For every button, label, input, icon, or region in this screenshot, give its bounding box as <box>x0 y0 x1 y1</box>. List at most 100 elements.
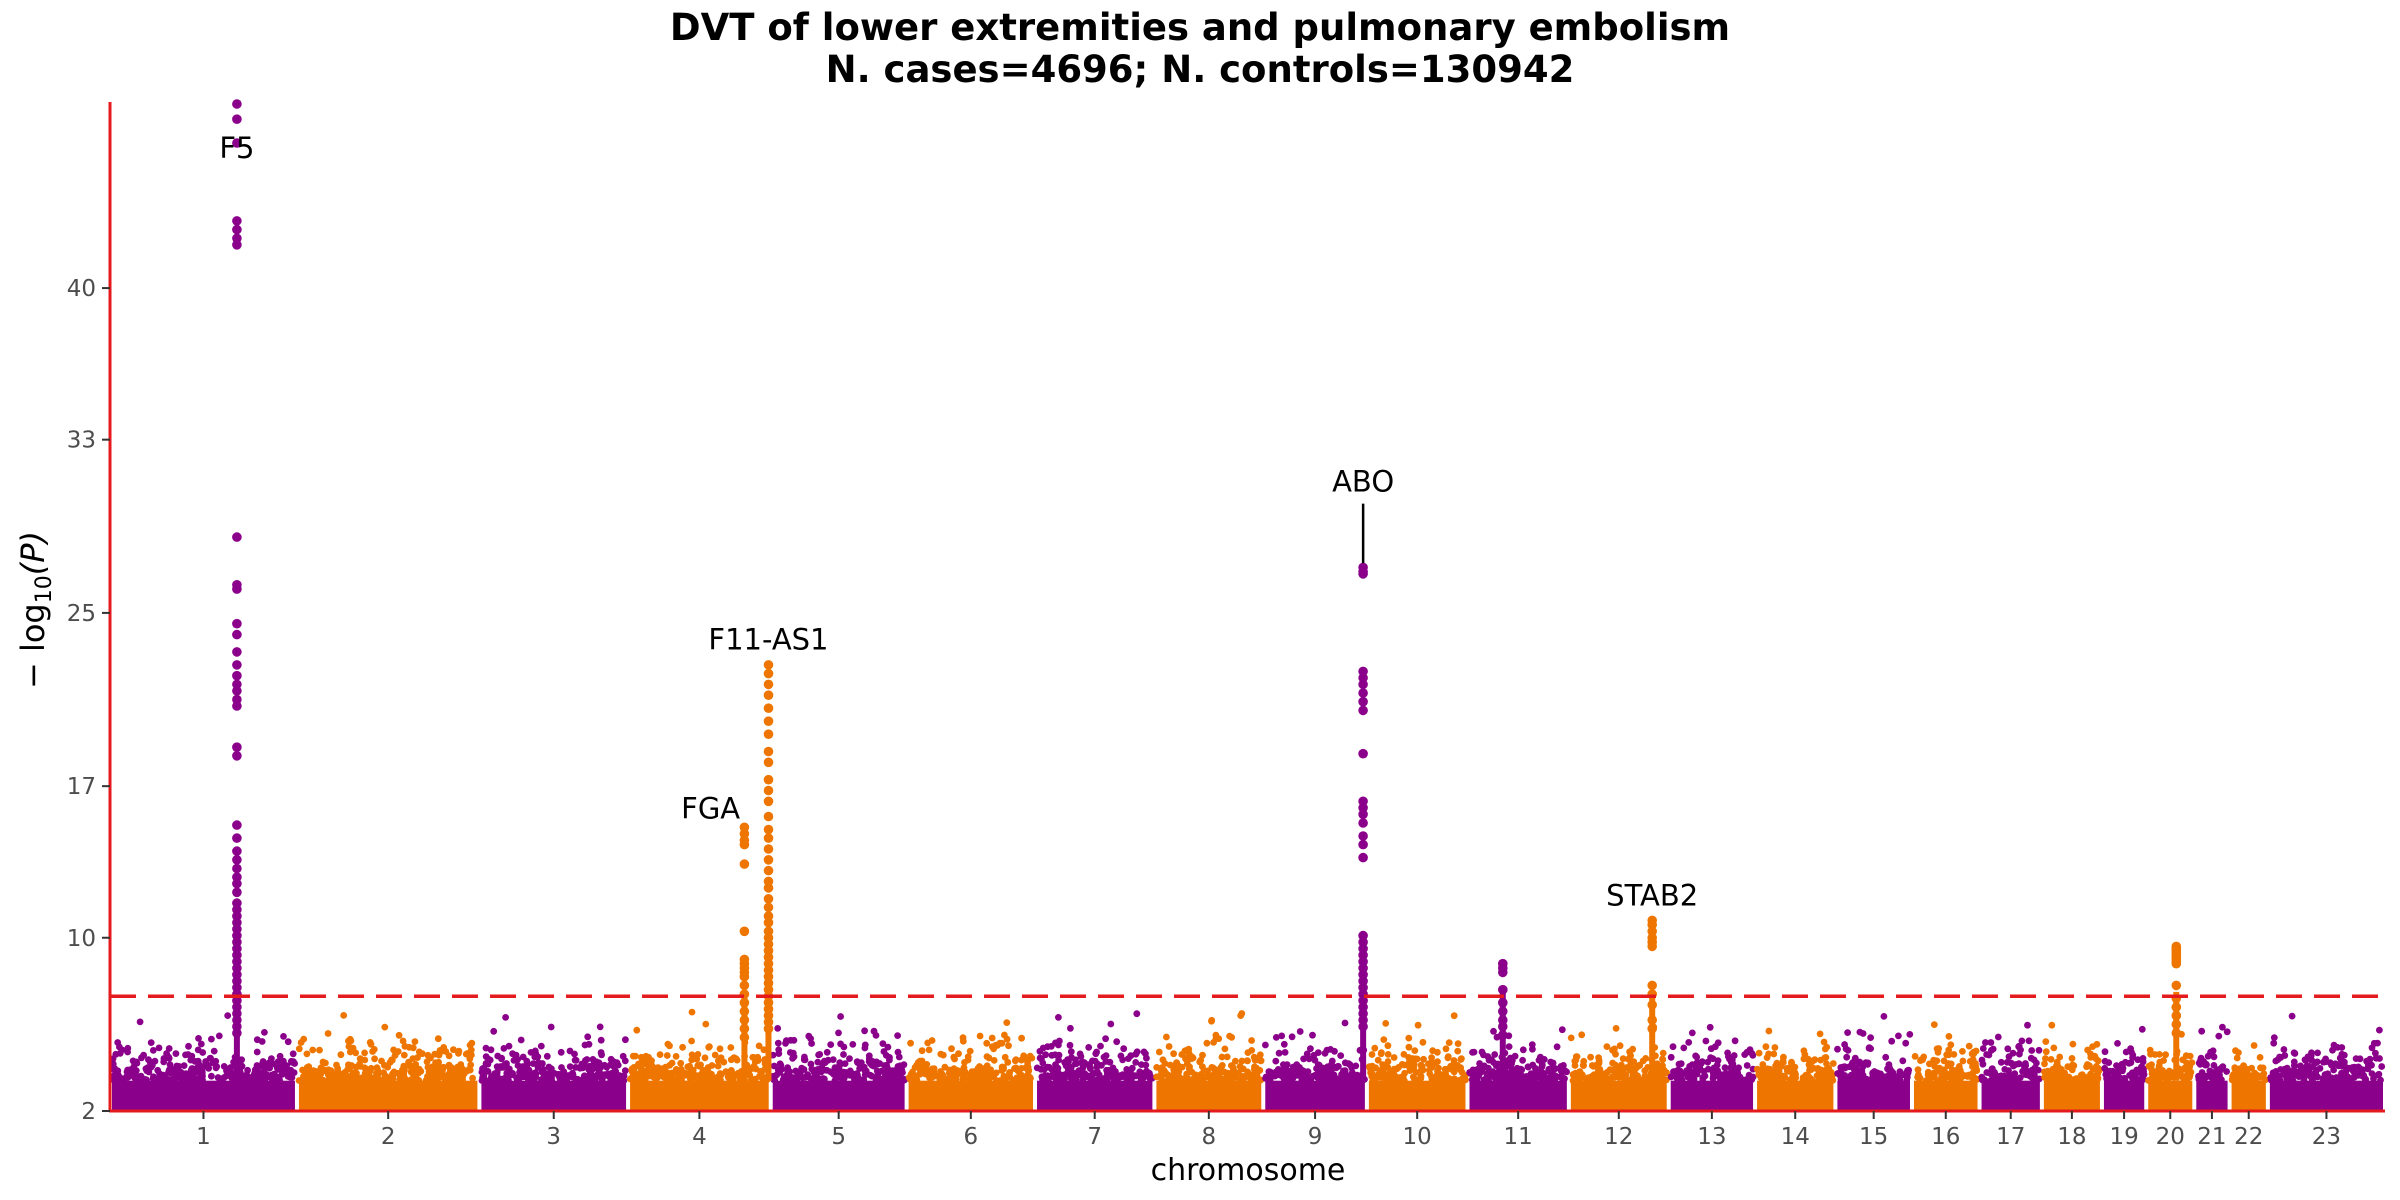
chart-title: DVT of lower extremities and pulmonary e… <box>669 6 1731 49</box>
y-tick-label: 33 <box>67 428 96 454</box>
data-point <box>978 1070 985 1078</box>
data-point <box>124 1048 131 1056</box>
data-point <box>450 1067 458 1075</box>
data-point <box>1571 1062 1579 1069</box>
data-point <box>1951 1074 1959 1082</box>
data-point <box>482 1044 490 1052</box>
data-point <box>872 1032 880 1039</box>
data-point <box>692 1072 700 1079</box>
data-point <box>1856 1028 1864 1036</box>
data-point <box>1278 1032 1286 1040</box>
data-point <box>428 1068 436 1075</box>
data-point <box>613 1059 621 1066</box>
data-point <box>1945 1033 1953 1040</box>
data-point <box>2202 1060 2210 1068</box>
data-point <box>1025 1067 1033 1074</box>
data-point <box>1642 1055 1650 1062</box>
data-point <box>210 1047 218 1055</box>
data-point <box>688 1037 695 1045</box>
data-point <box>352 1049 360 1057</box>
data-point <box>1047 1043 1055 1050</box>
data-point <box>2232 1047 2239 1055</box>
data-point <box>1610 1066 1618 1074</box>
data-point <box>2308 1049 2315 1057</box>
data-point <box>2332 1060 2339 1068</box>
data-point <box>2147 1050 2155 1058</box>
data-point <box>1107 1020 1115 1028</box>
data-point <box>2019 1068 2026 1075</box>
data-point <box>1829 1060 1837 1067</box>
data-point <box>1552 1065 1559 1072</box>
data-point <box>1558 1026 1566 1034</box>
peak-band <box>1360 991 1367 1081</box>
data-point <box>1457 1076 1464 1084</box>
data-point <box>261 1029 268 1036</box>
data-point <box>518 1067 526 1075</box>
data-point <box>1012 1056 1020 1064</box>
peak-point <box>232 618 242 629</box>
data-point <box>1616 1042 1624 1050</box>
chromosome-points-1 <box>109 1012 298 1111</box>
data-point <box>923 1061 931 1068</box>
data-point <box>224 1012 232 1019</box>
data-point <box>458 1065 466 1073</box>
data-point <box>1820 1038 1828 1046</box>
data-point <box>874 1069 882 1077</box>
data-point <box>1203 1039 1211 1047</box>
data-point <box>547 1023 555 1031</box>
data-point <box>1102 1052 1110 1059</box>
data-point <box>569 1069 576 1077</box>
data-point <box>1818 1070 1826 1077</box>
chromosome-points-21 <box>2195 1023 2231 1111</box>
data-point <box>1104 1075 1111 1082</box>
data-point <box>2330 1041 2338 1049</box>
data-point <box>1859 1071 1867 1079</box>
data-point <box>1508 1060 1515 1068</box>
data-point <box>497 1064 505 1071</box>
data-point <box>2138 1025 2146 1033</box>
data-point <box>2024 1021 2031 1029</box>
data-point <box>442 1048 450 1055</box>
data-point <box>1103 1070 1111 1077</box>
data-point <box>1978 1056 1986 1064</box>
data-point <box>1874 1069 1881 1077</box>
data-point <box>2280 1046 2288 1053</box>
peak-point <box>1647 1015 1657 1025</box>
data-point <box>688 1056 696 1064</box>
peak-point <box>763 668 774 679</box>
data-point <box>1223 1072 1231 1080</box>
data-point <box>1867 1045 1874 1052</box>
data-point <box>1788 1075 1796 1082</box>
peak-point <box>232 751 242 761</box>
data-point <box>1731 1037 1739 1045</box>
data-point <box>861 1044 869 1052</box>
gene-label: ABO <box>1332 465 1394 499</box>
data-point <box>1454 1047 1462 1055</box>
data-point <box>945 1069 953 1077</box>
data-point <box>1899 1057 1907 1065</box>
data-point <box>1966 1058 1974 1065</box>
data-points-layer <box>109 99 2386 1111</box>
data-point <box>792 1067 800 1075</box>
data-point <box>1237 1076 1244 1084</box>
data-point <box>1352 1062 1360 1070</box>
data-point <box>198 1067 206 1075</box>
chromosome-points-12 <box>1567 1023 1670 1111</box>
data-point <box>2105 1059 2113 1066</box>
data-point <box>2376 1026 2383 1034</box>
data-point <box>1272 1034 1280 1041</box>
data-point <box>1048 1051 1056 1059</box>
data-point <box>1238 1010 1246 1017</box>
data-point <box>414 1054 421 1061</box>
data-point <box>276 1052 284 1060</box>
data-point <box>1450 1012 1458 1020</box>
peak-point <box>739 997 750 1008</box>
data-point <box>289 1050 297 1058</box>
data-point <box>177 1071 185 1079</box>
data-point <box>839 1076 847 1084</box>
data-point <box>641 1068 649 1075</box>
peak-point <box>232 1028 242 1038</box>
data-point <box>1540 1056 1548 1063</box>
data-point <box>432 1075 440 1083</box>
data-point <box>2022 1060 2029 1067</box>
